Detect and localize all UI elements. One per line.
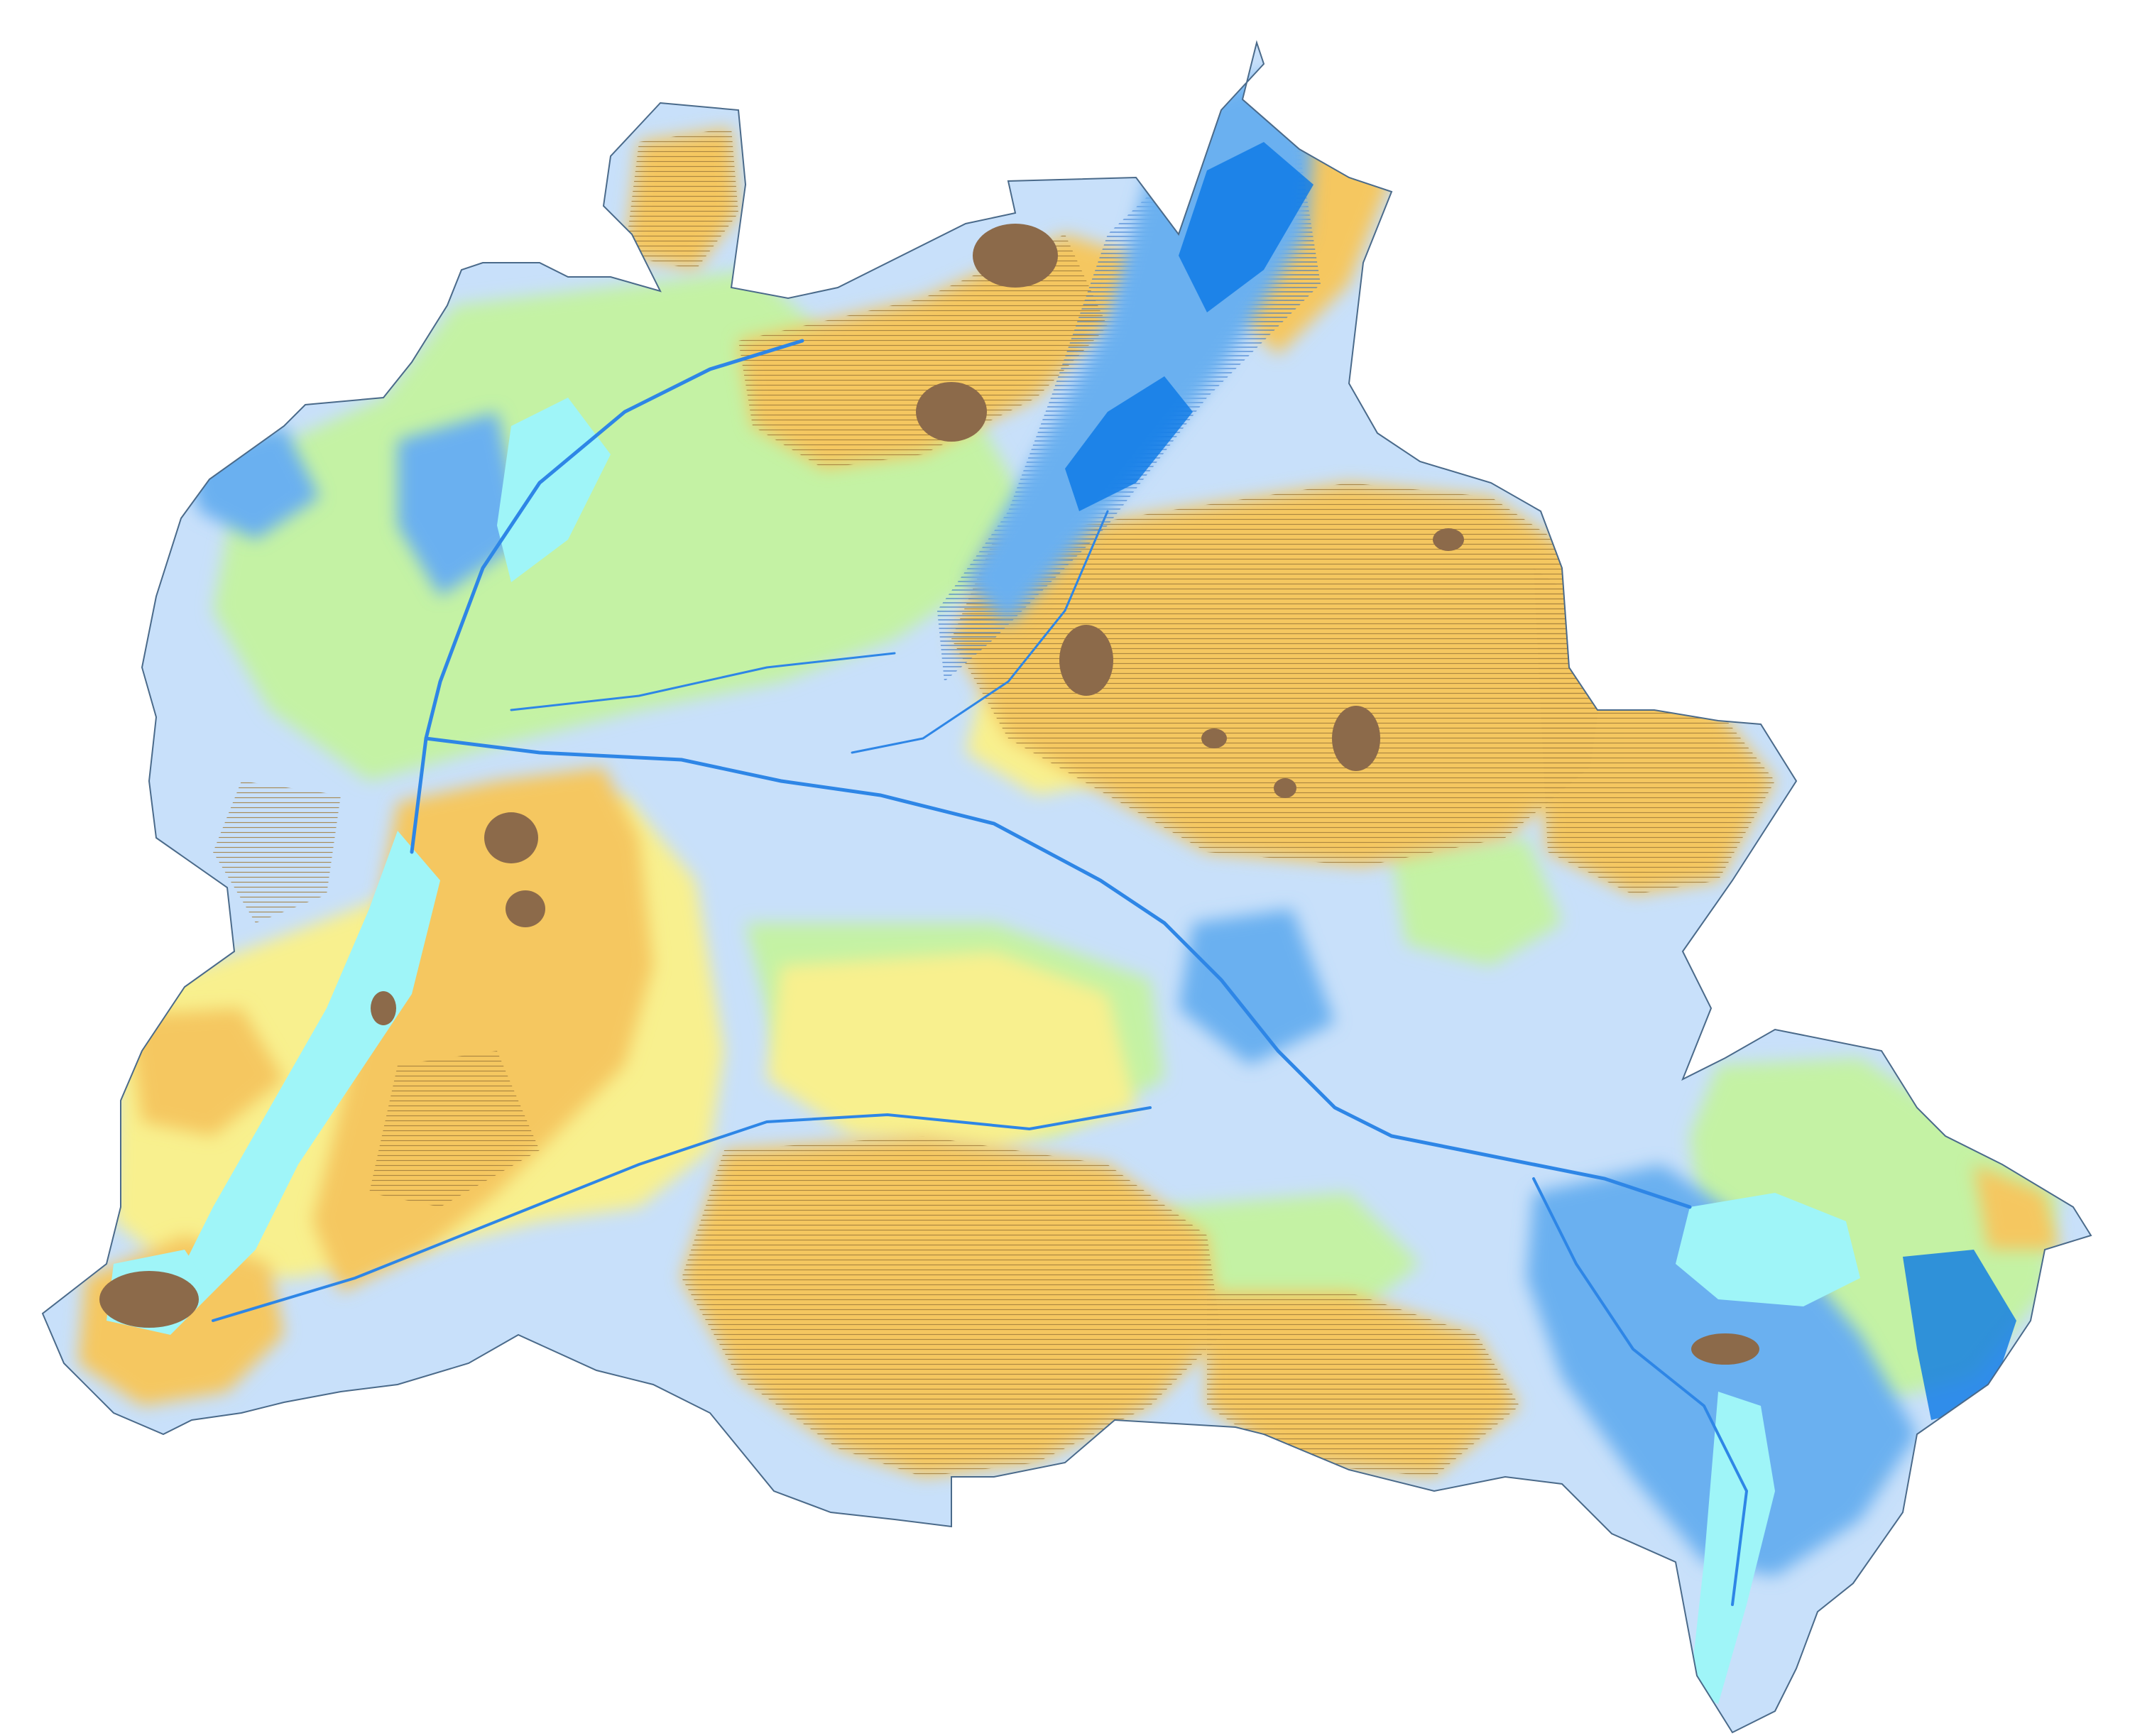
zone-highest [99, 224, 1759, 1365]
hill-north [973, 224, 1058, 288]
hill-mueggelberge [1691, 1333, 1759, 1365]
hill-pankow [916, 382, 987, 442]
hill-wannsee [99, 1271, 199, 1328]
dahme-river [1532, 1177, 1749, 1606]
zone-very-low [1065, 142, 2016, 1420]
north-canal [510, 652, 896, 711]
havel-river [410, 339, 804, 854]
tegel-lake [497, 398, 611, 582]
hill-east [1433, 528, 1464, 551]
hill-weissensee [1059, 625, 1113, 696]
hill-teufelsberg [484, 812, 538, 863]
mueggelsee-lake [1676, 1193, 1860, 1306]
dahme-river-area [1690, 1392, 1775, 1704]
hill-small-2 [1274, 778, 1296, 798]
hill-havel [371, 991, 396, 1025]
hill-grunewald [506, 890, 545, 927]
spree-river [424, 736, 1692, 1209]
hill-marzahn [1332, 706, 1380, 771]
panke-stream [851, 510, 1109, 754]
havel-lake [178, 831, 440, 1292]
hill-small-1 [1201, 728, 1227, 748]
teltow-canal [212, 1106, 1152, 1322]
rivers [212, 339, 1749, 1606]
